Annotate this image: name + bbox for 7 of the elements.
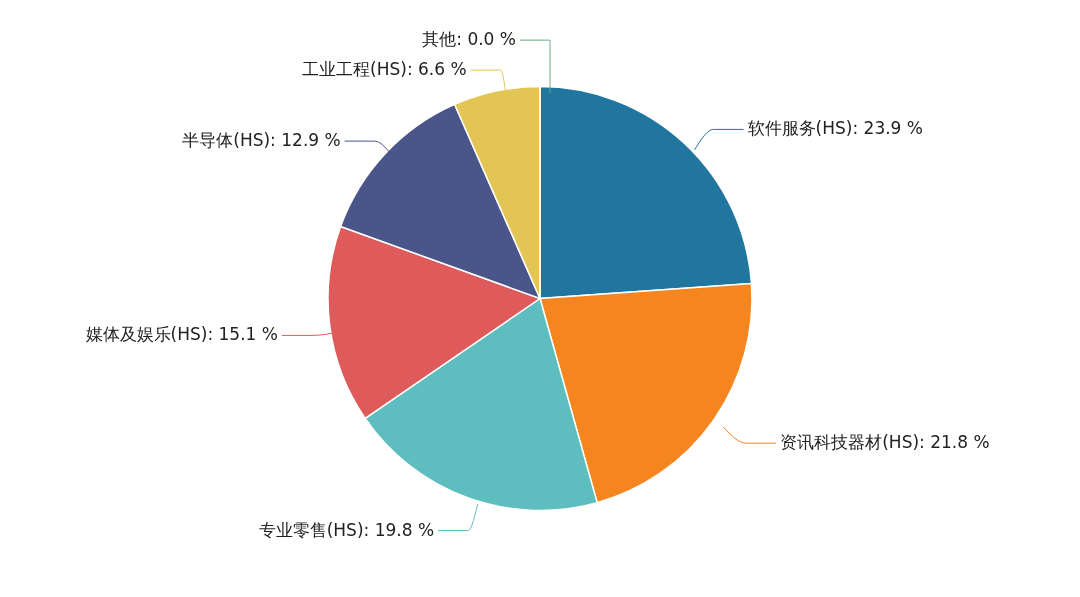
slice-label: 软件服务(HS): 23.9 % (747, 118, 923, 139)
slice-label: 媒体及娱乐(HS): 15.1 % (85, 324, 278, 345)
slice-label: 专业零售(HS): 19.8 % (258, 519, 435, 540)
slice-label: 半导体(HS): 12.9 % (182, 130, 341, 151)
slice-label: 工业工程(HS): 6.6 % (302, 59, 467, 80)
category-label: 其他: 0.0 % (422, 29, 516, 50)
slice-label: 资讯科技器材(HS): 21.8 % (780, 432, 990, 453)
